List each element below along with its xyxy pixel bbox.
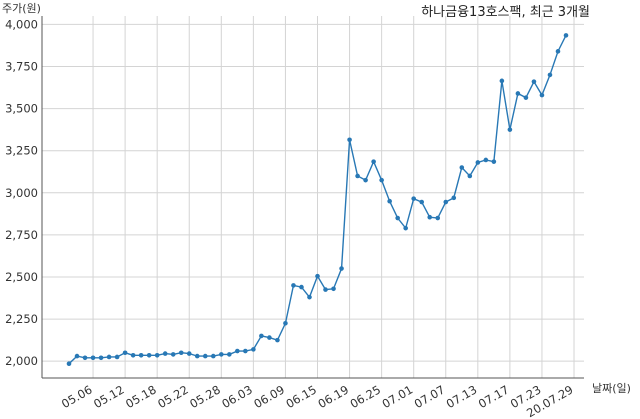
data-point	[315, 273, 320, 279]
data-point	[435, 215, 441, 221]
data-point	[114, 354, 120, 360]
grid-layer	[42, 16, 584, 378]
data-point	[267, 335, 272, 340]
data-point	[515, 91, 521, 96]
data-point	[563, 33, 569, 38]
x-tick-label: 07.07	[412, 382, 448, 411]
data-point	[299, 284, 304, 290]
x-tick-label: 06.03	[219, 382, 255, 411]
y-tick-label: 3,750	[5, 60, 38, 74]
data-point	[146, 352, 152, 358]
data-point	[379, 177, 384, 183]
data-point	[210, 353, 216, 359]
data-point	[323, 287, 328, 292]
data-point	[371, 159, 376, 164]
data-point	[547, 72, 553, 78]
x-tick-label: 05.12	[91, 382, 127, 411]
data-point	[355, 173, 360, 179]
data-point	[347, 137, 352, 143]
data-point	[363, 177, 368, 183]
data-point	[106, 354, 112, 360]
data-point	[507, 127, 513, 132]
data-point	[122, 350, 128, 356]
data-point	[162, 351, 168, 356]
x-tick-label: 06.25	[348, 382, 384, 411]
data-point	[499, 78, 505, 84]
y-tick-label: 2,000	[5, 354, 38, 368]
y-tick-label: 2,750	[5, 228, 38, 242]
data-point	[395, 215, 400, 221]
data-point	[170, 352, 176, 357]
data-point	[451, 195, 457, 201]
data-point	[387, 198, 392, 204]
y-tick-label: 3,000	[5, 186, 38, 200]
y-tick-labels: 2,000 2,250 2,500 2,750 3,000 3,250 3,500 3,750…	[5, 17, 38, 368]
x-tick-label: 07.01	[380, 382, 416, 411]
data-point	[275, 337, 280, 343]
data-point	[82, 355, 88, 361]
x-tick-labels: 05.0605.1205.1805.2205.2806.0306.0906.15…	[59, 382, 575, 419]
data-point	[130, 352, 136, 358]
data-point	[251, 347, 256, 352]
data-point	[403, 225, 408, 231]
data-point	[227, 352, 232, 357]
y-tick-label: 2,500	[5, 270, 38, 284]
data-point	[90, 355, 96, 361]
y-tick-label: 2,250	[5, 312, 38, 326]
data-point	[531, 79, 537, 84]
data-point	[467, 173, 473, 179]
data-point	[419, 199, 425, 205]
y-tick-label: 4,000	[5, 17, 38, 31]
data-point	[243, 348, 248, 354]
data-point	[291, 283, 296, 288]
data-point	[178, 350, 184, 356]
data-point	[283, 320, 288, 326]
data-point	[339, 266, 344, 271]
x-tick-label: 06.09	[251, 382, 287, 411]
data-point	[154, 352, 160, 358]
data-point	[235, 348, 240, 354]
price-series-points	[66, 33, 569, 366]
chart-title: 하나금융13호스팩, 최근 3개월	[421, 5, 590, 20]
data-point	[443, 199, 449, 205]
data-point	[194, 353, 200, 359]
x-tick-label: 05.28	[187, 382, 223, 411]
data-point	[259, 333, 264, 339]
data-point	[331, 286, 336, 292]
data-point	[539, 92, 545, 98]
x-tick-label: 06.19	[316, 382, 352, 411]
data-point	[202, 353, 208, 359]
data-point	[186, 351, 192, 356]
data-point	[483, 157, 489, 163]
y-tick-label: 3,500	[5, 102, 38, 116]
y-tick-label: 3,250	[5, 144, 38, 158]
data-point	[411, 196, 416, 201]
data-point	[98, 355, 104, 361]
data-point	[138, 352, 144, 358]
data-point	[555, 49, 561, 54]
data-point	[219, 352, 224, 357]
data-point	[307, 294, 312, 300]
data-point	[523, 95, 529, 100]
data-point	[459, 165, 465, 170]
y-axis-label: 주가(원)	[2, 2, 41, 15]
data-point	[475, 160, 481, 165]
x-tick-label: 05.22	[155, 382, 191, 411]
x-axis-label: 날짜(일)	[592, 381, 631, 395]
x-tick-label: 05.18	[123, 382, 159, 411]
x-tick-label: 05.06	[59, 382, 95, 411]
x-tick-label: 06.15	[283, 382, 319, 411]
data-point	[427, 214, 433, 220]
data-point	[74, 353, 80, 359]
x-tick-label: 07.13	[444, 382, 480, 411]
data-point	[66, 361, 72, 366]
x-tick-label: 07.17	[476, 382, 512, 411]
data-point	[491, 159, 497, 164]
